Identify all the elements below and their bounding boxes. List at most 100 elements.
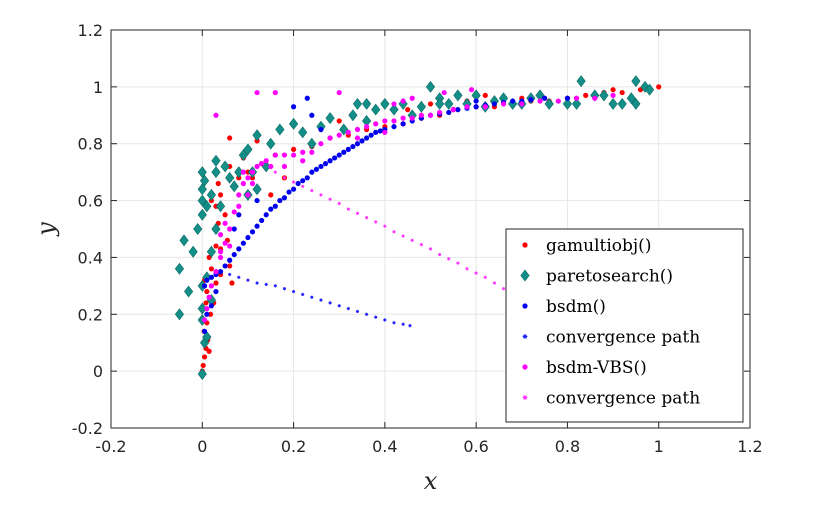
data-point <box>227 263 233 269</box>
data-point <box>204 288 210 295</box>
data-point <box>383 318 387 322</box>
legend-marker <box>522 242 528 248</box>
data-point <box>400 121 406 127</box>
data-point <box>249 169 256 175</box>
data-point <box>365 312 369 316</box>
data-point <box>174 308 185 321</box>
y-axis-label: y <box>32 222 60 237</box>
data-point <box>273 284 277 288</box>
data-point <box>215 180 221 187</box>
data-point <box>626 92 636 105</box>
data-point <box>474 271 478 275</box>
data-point <box>309 169 315 175</box>
data-point <box>197 368 207 380</box>
data-point <box>202 200 212 213</box>
legend-marker <box>522 303 528 309</box>
data-point <box>352 97 363 110</box>
legend-marker <box>520 269 530 282</box>
data-point <box>389 103 399 116</box>
data-point <box>562 97 573 110</box>
data-point <box>336 118 342 124</box>
data-point <box>371 103 381 116</box>
data-point <box>208 274 215 280</box>
data-point <box>215 200 226 213</box>
data-point <box>281 152 288 158</box>
data-point <box>301 292 305 296</box>
data-point <box>583 92 589 98</box>
data-point <box>204 311 210 317</box>
legend-marker <box>522 364 528 370</box>
data-point <box>336 132 342 138</box>
legend-box <box>505 228 744 423</box>
series-4 <box>201 87 616 323</box>
data-point <box>300 158 306 164</box>
x-tick-label: 0.2 <box>281 437 306 456</box>
data-point <box>266 137 276 150</box>
data-point <box>202 331 212 343</box>
legend-label: gamultiobj() <box>546 236 651 256</box>
data-point <box>446 109 452 116</box>
data-point <box>437 109 443 116</box>
data-point <box>193 223 203 235</box>
data-point <box>401 234 405 238</box>
y-tick-label: 0.6 <box>78 192 103 211</box>
data-point <box>365 216 369 220</box>
axis-ticks: -0.2 0 0.2 0.4 0.6 0.8 1 1.2 -0.2 0 0.2 0.4 0.6 0.8 1 1… <box>72 21 763 456</box>
data-point <box>400 115 406 121</box>
data-point <box>199 174 210 187</box>
data-point <box>217 232 224 238</box>
data-point <box>211 166 221 179</box>
data-point <box>211 223 221 235</box>
data-point <box>211 154 221 167</box>
data-point <box>282 287 287 291</box>
data-point <box>555 98 561 104</box>
data-point <box>268 192 274 198</box>
data-point <box>291 289 296 294</box>
data-point <box>208 283 215 289</box>
data-point <box>373 121 379 127</box>
data-point <box>368 132 374 138</box>
data-point <box>281 163 288 170</box>
data-point <box>328 301 332 305</box>
data-point <box>217 249 224 255</box>
data-point <box>441 89 447 96</box>
data-point <box>188 245 198 258</box>
data-point <box>631 97 641 110</box>
data-point <box>456 261 460 265</box>
data-point <box>631 75 641 88</box>
data-point <box>464 104 470 110</box>
data-point <box>435 97 445 110</box>
data-point <box>599 89 609 102</box>
y-tick-label: 1 <box>93 78 103 97</box>
data-point <box>382 118 388 124</box>
data-point <box>310 189 314 193</box>
x-tick-label: 1 <box>654 437 664 456</box>
data-point <box>213 112 219 118</box>
data-point <box>319 193 323 197</box>
data-point <box>345 146 351 152</box>
data-point <box>275 123 285 136</box>
data-point <box>573 95 580 101</box>
x-tick-label: 0.4 <box>372 437 397 456</box>
legend-entry: convergence path <box>522 328 700 348</box>
data-point <box>207 311 214 317</box>
data-point <box>252 183 262 196</box>
data-point <box>419 243 423 247</box>
y-tick-label: -0.2 <box>72 419 103 438</box>
data-point <box>617 97 627 110</box>
data-point <box>231 226 237 232</box>
data-point <box>236 212 242 218</box>
legend-marker <box>522 395 528 400</box>
data-point <box>229 180 239 193</box>
data-point <box>318 141 324 147</box>
data-point <box>179 234 189 247</box>
legend-entry: gamultiobj() <box>522 236 651 256</box>
data-point <box>229 280 235 286</box>
data-point <box>245 192 251 198</box>
data-point <box>427 101 434 107</box>
data-point <box>213 269 219 275</box>
data-point <box>345 129 351 135</box>
data-point <box>197 166 207 179</box>
data-point <box>341 149 347 155</box>
